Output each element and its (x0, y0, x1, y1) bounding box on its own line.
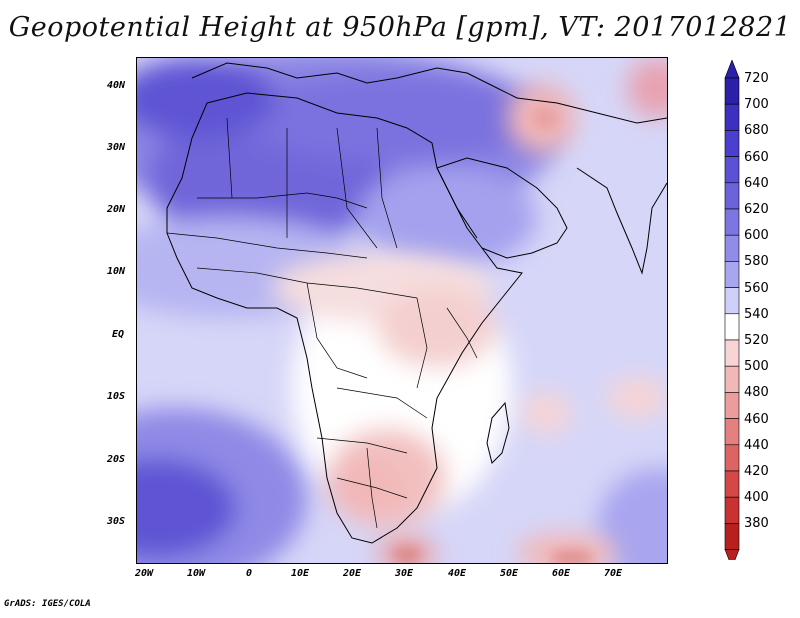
coastlines (166, 62, 667, 544)
colorbar-label: 640 (744, 175, 769, 191)
y-label-30s: 30S (107, 516, 126, 527)
colorbar-swatch (724, 261, 740, 288)
country-borders (166, 117, 478, 529)
colorbar-label: 420 (744, 464, 769, 479)
colorbar-label: 580 (744, 254, 769, 270)
footer-credit: GrADS: IGES/COLA (4, 599, 91, 609)
colorbar-swatch (724, 103, 740, 131)
colorbar-swatch (724, 77, 740, 105)
y-label-eq: EQ (112, 329, 125, 340)
colorbar-label: 380 (744, 516, 769, 532)
colorbar-label: 400 (744, 490, 769, 506)
colorbar-label: 500 (744, 359, 769, 375)
x-label-10e: 10E (291, 568, 310, 579)
colorbar-swatch (724, 156, 740, 184)
colorbar-swatch (724, 470, 740, 498)
colorbar-top-arrow (724, 60, 740, 79)
map-plot-area (136, 57, 668, 564)
y-label-20n: 20N (107, 204, 126, 215)
colorbar-swatch (724, 365, 740, 393)
colorbar-swatch (724, 523, 740, 550)
colorbar-label: 560 (744, 280, 769, 296)
colorbar-swatch (724, 313, 740, 341)
colorbar-label: 660 (744, 149, 769, 165)
x-label-30e: 30E (395, 568, 414, 579)
y-label-10s: 10S (107, 391, 126, 402)
chart-title: Geopotential Height at 950hPa [gpm], VT:… (8, 12, 792, 43)
x-label-10w: 10W (187, 568, 206, 579)
x-label-20e: 20E (343, 568, 362, 579)
y-label-30n: 30N (107, 142, 126, 153)
colorbar-bottom-arrow (724, 549, 740, 560)
colorbar-label: 700 (744, 97, 769, 113)
colorbar (724, 60, 740, 560)
colorbar-swatch (724, 444, 740, 472)
low-height-cores (393, 106, 594, 563)
colorbar-label: 720 (744, 71, 769, 86)
colorbar-label: 460 (744, 411, 769, 427)
x-label-0: 0 (246, 568, 253, 579)
x-label-60e: 60E (552, 568, 571, 579)
colorbar-swatch (724, 418, 740, 446)
y-label-10n: 10N (107, 266, 126, 277)
colorbar-label: 480 (744, 385, 769, 401)
colorbar-swatch (724, 496, 740, 524)
colorbar-label: 520 (744, 333, 769, 348)
colorbar-label: 540 (744, 306, 769, 322)
x-label-40e: 40E (448, 568, 467, 579)
y-label-20s: 20S (107, 454, 126, 465)
x-label-70e: 70E (604, 568, 623, 579)
colorbar-swatch (724, 392, 740, 419)
south-atlantic-high (137, 408, 667, 563)
colorbar-label: 620 (744, 202, 769, 217)
colorbar-swatch (724, 208, 740, 236)
colorbar-swatch (724, 234, 740, 262)
x-label-50e: 50E (500, 568, 519, 579)
y-label-40n: 40N (107, 80, 126, 91)
map-field (137, 58, 667, 563)
colorbar-label: 600 (744, 228, 769, 244)
colorbar-swatch (724, 339, 740, 367)
colorbar-swatch (724, 287, 740, 315)
colorbar-swatch (724, 130, 740, 157)
colorbar-label: 440 (744, 437, 769, 453)
colorbar-swatch (724, 182, 740, 210)
x-label-20w: 20W (135, 568, 154, 579)
colorbar-label: 680 (744, 123, 769, 139)
